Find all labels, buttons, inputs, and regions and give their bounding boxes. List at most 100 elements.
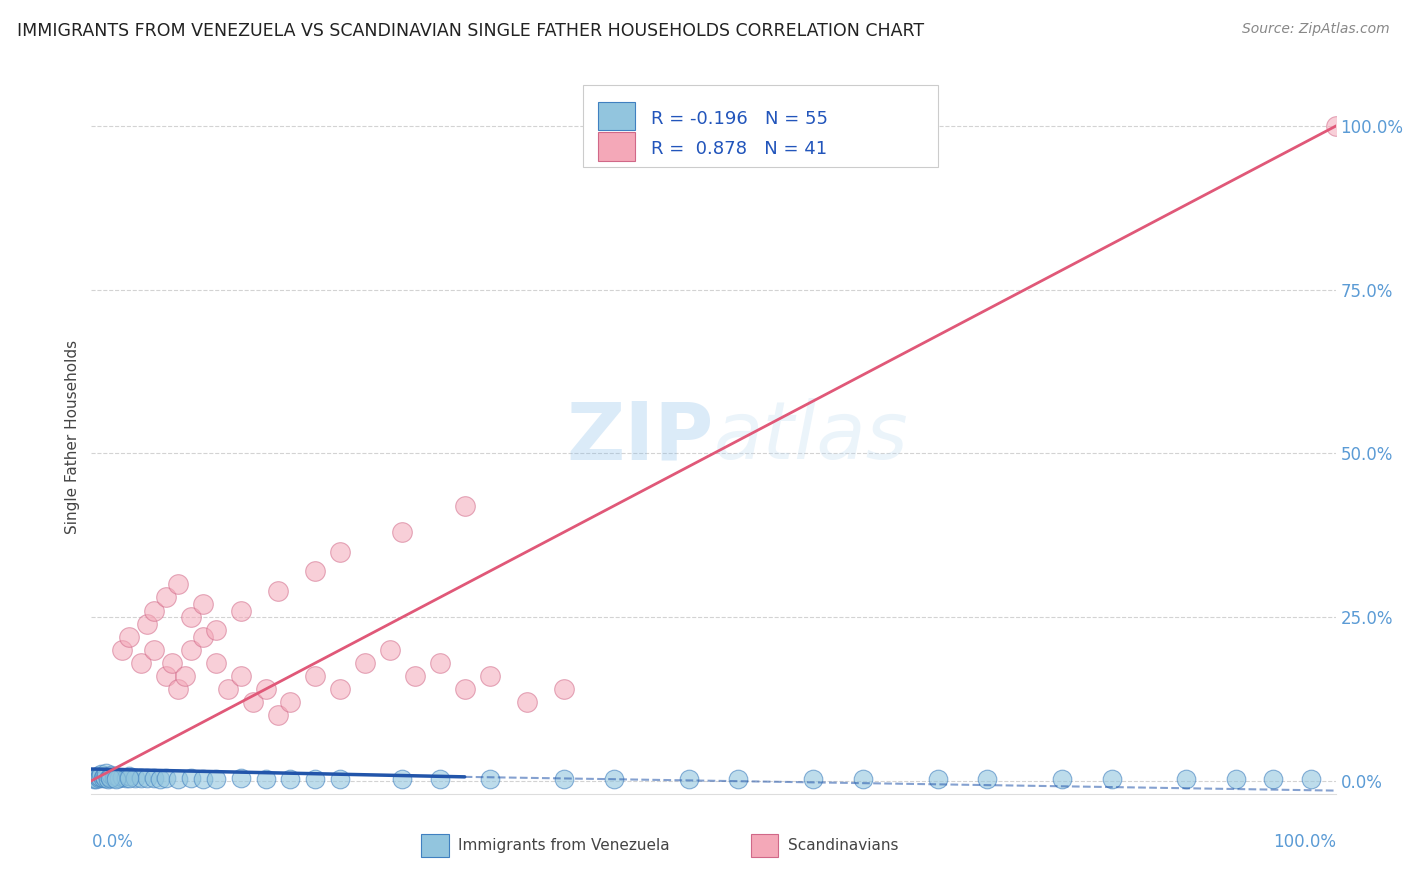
Point (136, 616, 159, 631)
Point (976, 772, 998, 786)
Point (453, 682, 475, 697)
Point (229, 669, 252, 683)
FancyBboxPatch shape (751, 834, 779, 856)
Point (280, 695, 302, 709)
Text: 0.0%: 0.0% (91, 833, 134, 851)
Point (180, 771, 202, 785)
Point (242, 695, 264, 709)
Point (391, 772, 413, 786)
Point (727, 772, 749, 786)
Point (1175, 772, 1198, 786)
Point (124, 771, 146, 785)
Point (167, 682, 190, 697)
Point (155, 669, 177, 683)
Point (91, 771, 114, 785)
FancyBboxPatch shape (583, 86, 938, 168)
Point (478, 772, 501, 786)
Point (678, 772, 700, 786)
Point (118, 769, 141, 783)
Text: Immigrants from Venezuela: Immigrants from Venezuela (458, 838, 671, 853)
Point (87, 771, 110, 785)
Point (136, 771, 159, 785)
Point (89, 770, 111, 784)
Point (603, 772, 626, 786)
FancyBboxPatch shape (598, 102, 636, 130)
Point (254, 772, 277, 786)
Point (267, 583, 290, 598)
Point (205, 656, 228, 670)
Point (801, 772, 824, 786)
Point (111, 770, 134, 784)
Point (229, 771, 252, 785)
Point (329, 682, 352, 697)
Point (516, 695, 538, 709)
Point (86, 768, 108, 782)
Point (1299, 772, 1322, 786)
Point (129, 771, 152, 785)
Point (852, 772, 875, 786)
Point (193, 597, 215, 611)
Point (107, 771, 129, 785)
Point (142, 643, 165, 657)
Point (111, 643, 134, 657)
Point (280, 772, 302, 786)
Point (404, 669, 426, 683)
Text: Scandinavians: Scandinavians (789, 838, 898, 853)
Point (304, 564, 326, 578)
Point (94, 771, 117, 785)
Point (304, 669, 326, 683)
Text: 100.0%: 100.0% (1272, 833, 1336, 851)
Point (83, 772, 105, 786)
Point (96, 766, 118, 780)
Point (129, 656, 152, 670)
Text: R = -0.196   N = 55: R = -0.196 N = 55 (651, 110, 828, 128)
Point (118, 771, 141, 785)
Point (229, 603, 252, 617)
Point (1263, 772, 1285, 786)
Point (173, 669, 195, 683)
Point (180, 610, 202, 624)
Point (118, 630, 141, 644)
Point (115, 771, 138, 785)
Point (429, 656, 451, 670)
Point (1101, 772, 1123, 786)
Point (329, 544, 352, 558)
Point (329, 772, 352, 786)
Point (97, 772, 120, 786)
Point (142, 771, 165, 785)
Point (149, 772, 172, 786)
Point (429, 772, 451, 786)
Point (84, 771, 107, 785)
Point (98, 771, 121, 785)
Text: Source: ZipAtlas.com: Source: ZipAtlas.com (1241, 22, 1389, 37)
Point (391, 524, 413, 539)
Text: R =  0.878   N = 41: R = 0.878 N = 41 (651, 141, 828, 159)
Point (478, 669, 501, 683)
Point (105, 772, 128, 786)
Point (193, 772, 215, 786)
Point (553, 682, 575, 697)
Point (1225, 772, 1247, 786)
Point (86, 772, 108, 786)
Point (142, 603, 165, 617)
Text: ZIP: ZIP (567, 398, 713, 476)
Point (105, 768, 128, 782)
Point (1050, 772, 1073, 786)
Point (98, 770, 121, 784)
Point (93, 768, 115, 782)
Point (1324, 119, 1347, 133)
Point (453, 499, 475, 513)
Point (90, 767, 112, 781)
FancyBboxPatch shape (598, 132, 636, 161)
Point (205, 624, 228, 638)
Point (180, 643, 202, 657)
Point (103, 771, 125, 785)
Text: atlas: atlas (713, 398, 908, 476)
FancyBboxPatch shape (422, 834, 449, 856)
Point (267, 708, 290, 723)
Point (167, 772, 190, 786)
Point (254, 682, 277, 697)
Point (927, 772, 949, 786)
Point (100, 768, 122, 782)
Point (155, 771, 177, 785)
